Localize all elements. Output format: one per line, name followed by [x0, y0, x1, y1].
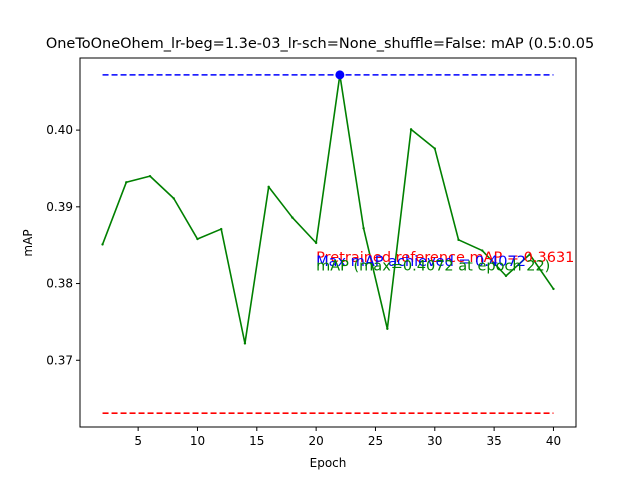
x-axis: 5 10 15 20 25 30 35 40: [134, 427, 561, 448]
data-point: [196, 237, 199, 241]
y-tick-label: 0.40: [46, 123, 73, 137]
data-point: [504, 274, 508, 278]
max-point-marker: [335, 70, 345, 80]
data-point: [291, 216, 294, 219]
data-point: [243, 342, 247, 345]
x-tick-label: 15: [249, 434, 264, 448]
data-point: [362, 227, 365, 230]
x-tick-label: 30: [427, 434, 442, 448]
annotation-0: Pretrained reference mAP = 0.3631: [316, 250, 574, 266]
data-point: [125, 181, 128, 184]
x-tick-label: 5: [134, 434, 142, 448]
annotation-2: mAP (max=0.4072 at epoch 22): [316, 259, 550, 275]
data-point: [220, 227, 223, 231]
x-tick-label: 25: [368, 434, 383, 448]
series-line-0: [101, 74, 555, 345]
data-point: [457, 238, 460, 242]
x-tick-label: 40: [546, 434, 561, 448]
y-tick-label: 0.39: [46, 200, 73, 214]
reference-lines: [102, 74, 554, 414]
data-point: [148, 174, 152, 178]
data-point: [172, 197, 175, 200]
data-point: [481, 249, 484, 252]
x-axis-label: Epoch: [310, 456, 347, 470]
x-tick-label: 35: [486, 434, 501, 448]
y-axis: 0.37 0.38 0.39 0.40: [46, 123, 80, 367]
chart-title: OneToOneOhem_lr-beg=1.3e-03_lr-sch=None_…: [46, 36, 594, 52]
series-layer: [101, 73, 555, 345]
x-tick-label: 20: [308, 434, 323, 448]
y-tick-label: 0.37: [46, 353, 73, 367]
data-point: [386, 327, 389, 331]
data-point: [409, 128, 413, 131]
y-axis-label: mAP: [21, 229, 35, 256]
data-point: [267, 185, 270, 189]
data-point: [528, 253, 531, 256]
data-point: [552, 287, 555, 291]
data-point: [314, 241, 318, 245]
annotation-1: Max mAP achieved = 0.4072: [316, 254, 526, 270]
plot-area-frame: [79, 57, 577, 428]
data-point: [433, 147, 436, 150]
x-tick-label: 10: [190, 434, 205, 448]
data-point: [101, 243, 104, 246]
y-tick-label: 0.38: [46, 277, 73, 291]
marker-layer: [335, 70, 345, 80]
